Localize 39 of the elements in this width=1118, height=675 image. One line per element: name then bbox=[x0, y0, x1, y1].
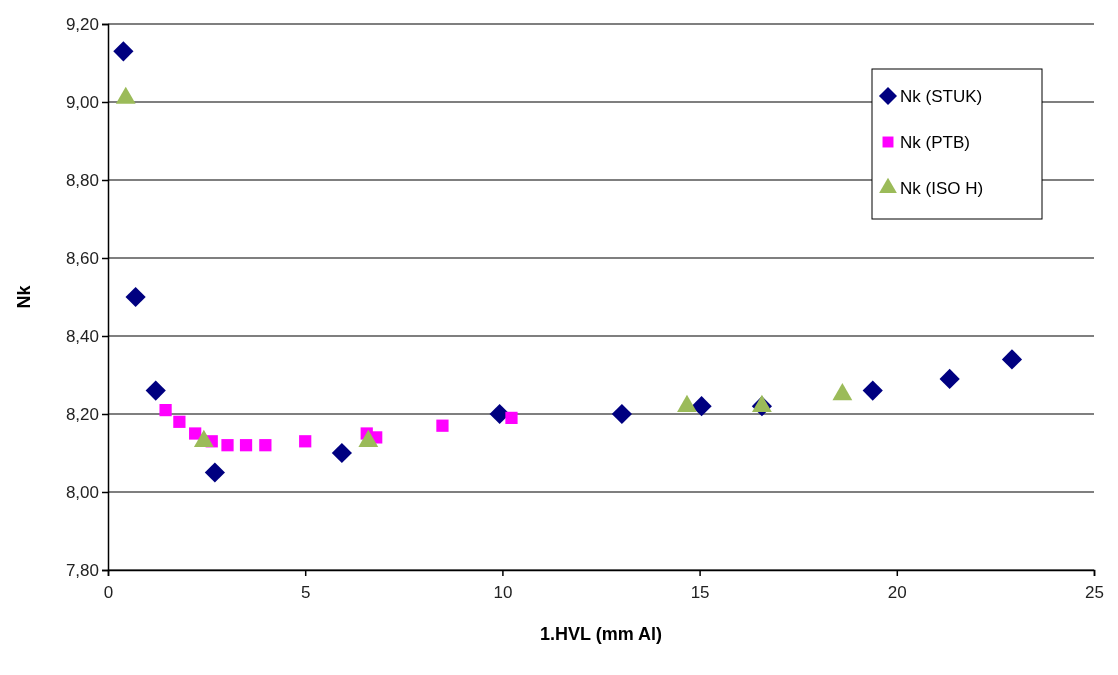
y-tick-label: 9,00 bbox=[65, 92, 99, 112]
y-tick-label: 8,60 bbox=[65, 248, 99, 268]
x-tick-label: 20 bbox=[887, 582, 907, 602]
point bbox=[691, 396, 712, 417]
point bbox=[436, 419, 449, 432]
point bbox=[145, 380, 166, 401]
y-tick-label: 8,80 bbox=[65, 170, 99, 190]
point bbox=[125, 286, 146, 308]
point bbox=[113, 41, 134, 62]
y-tick-label: 9,20 bbox=[65, 14, 99, 34]
x-tick-label: 15 bbox=[690, 582, 710, 602]
x-tick-label: 25 bbox=[1085, 582, 1104, 602]
x-tick-label: 0 bbox=[103, 582, 114, 602]
point bbox=[159, 403, 172, 417]
point bbox=[611, 403, 632, 425]
point bbox=[939, 368, 960, 389]
point bbox=[299, 435, 312, 448]
x-tick-label: 10 bbox=[493, 582, 513, 602]
point bbox=[331, 442, 352, 464]
point bbox=[259, 439, 272, 452]
point bbox=[489, 403, 510, 425]
y-tick-label: 7,80 bbox=[65, 560, 99, 580]
x-axis-title: 1.HVL (mm Al) bbox=[539, 624, 663, 644]
point bbox=[204, 462, 225, 483]
point bbox=[1001, 349, 1023, 370]
point bbox=[862, 380, 883, 401]
y-tick-label: 8,40 bbox=[65, 326, 99, 346]
point bbox=[189, 427, 202, 440]
y-tick-label: 8,20 bbox=[65, 404, 99, 424]
y-tick-label: 8,00 bbox=[65, 482, 99, 502]
legend-label: Nk (STUK) bbox=[900, 86, 983, 106]
point bbox=[239, 439, 253, 452]
point bbox=[505, 411, 518, 425]
legend-label: Nk (ISO H) bbox=[900, 178, 984, 198]
legend-label: Nk (PTB) bbox=[900, 132, 970, 152]
point bbox=[221, 439, 234, 452]
y-axis-title: Nk bbox=[14, 284, 34, 309]
point bbox=[173, 415, 186, 428]
x-tick-label: 5 bbox=[300, 582, 311, 602]
